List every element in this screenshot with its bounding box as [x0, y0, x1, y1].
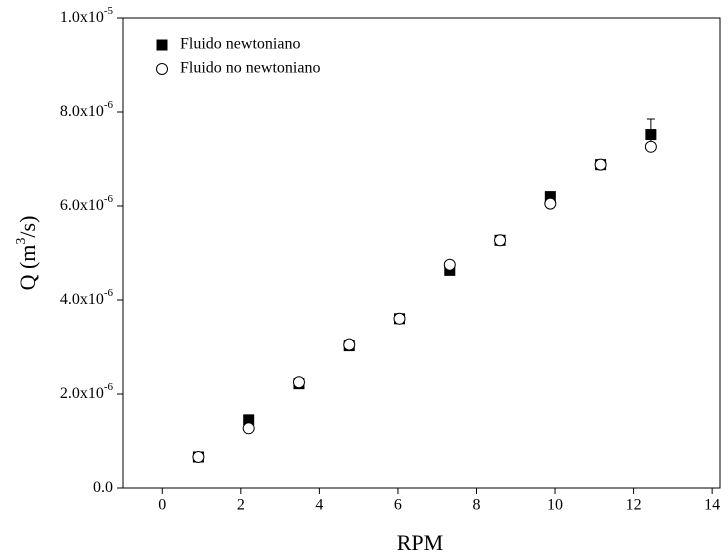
point [242, 422, 255, 435]
y-axis-label-sup: 3 [14, 238, 29, 245]
y-tick-label: 6.0x10-6 [60, 193, 114, 214]
point [494, 234, 507, 247]
legend-marker [156, 39, 168, 51]
legend-label: Fluido no newtoniano [180, 60, 320, 77]
x-axis-label: RPM [397, 530, 443, 555]
y-tick-label-base: 6.0x10 [60, 197, 104, 214]
x-tick-label: 6 [394, 497, 402, 514]
point [594, 158, 607, 171]
point [292, 376, 305, 389]
point [192, 450, 205, 463]
y-tick-label-sup: -6 [104, 99, 114, 111]
point [243, 414, 255, 426]
point [393, 312, 406, 325]
y-tick-label-sup: -6 [104, 287, 114, 299]
legend-marker [156, 63, 168, 75]
y-axis-label-part: /s) [15, 216, 40, 238]
y-tick-label: 8.0x10-6 [60, 99, 114, 120]
y-axis-label-part: Q (m [15, 245, 40, 291]
x-tick-label: 0 [158, 497, 166, 514]
y-tick-label: 2.0x10-6 [60, 381, 114, 402]
x-tick-label: 4 [315, 497, 323, 514]
x-tick-label: 2 [237, 497, 245, 514]
y-tick-label-base: 4.0x10 [60, 291, 104, 308]
y-tick-label: 4.0x10-6 [60, 287, 114, 308]
y-tick-label: 1.0x10-5 [60, 5, 114, 26]
y-tick-label-sup: -5 [104, 5, 114, 17]
y-tick-label-sup: -6 [104, 193, 114, 205]
point [343, 338, 356, 351]
point [443, 258, 456, 271]
y-tick-label-base: 1.0x10 [60, 9, 104, 26]
y-axis-label: Q (m3/s) [14, 216, 40, 291]
x-tick-label: 8 [472, 497, 480, 514]
y-tick-label-base: 2.0x10 [60, 385, 104, 402]
y-tick-label-sup: -6 [104, 381, 114, 393]
point [544, 191, 556, 203]
x-tick-label: 12 [626, 497, 642, 514]
y-tick-label: 0.0 [93, 479, 113, 496]
y-tick-label-base: 0.0 [93, 479, 113, 496]
point [544, 197, 557, 210]
legend-label: Fluido newtoniano [180, 36, 300, 53]
y-tick-label-base: 8.0x10 [60, 103, 104, 120]
x-tick-label: 14 [704, 497, 720, 514]
point [644, 140, 657, 153]
x-tick-label: 10 [547, 497, 563, 514]
plot-frame [122, 17, 721, 489]
point [645, 129, 657, 141]
